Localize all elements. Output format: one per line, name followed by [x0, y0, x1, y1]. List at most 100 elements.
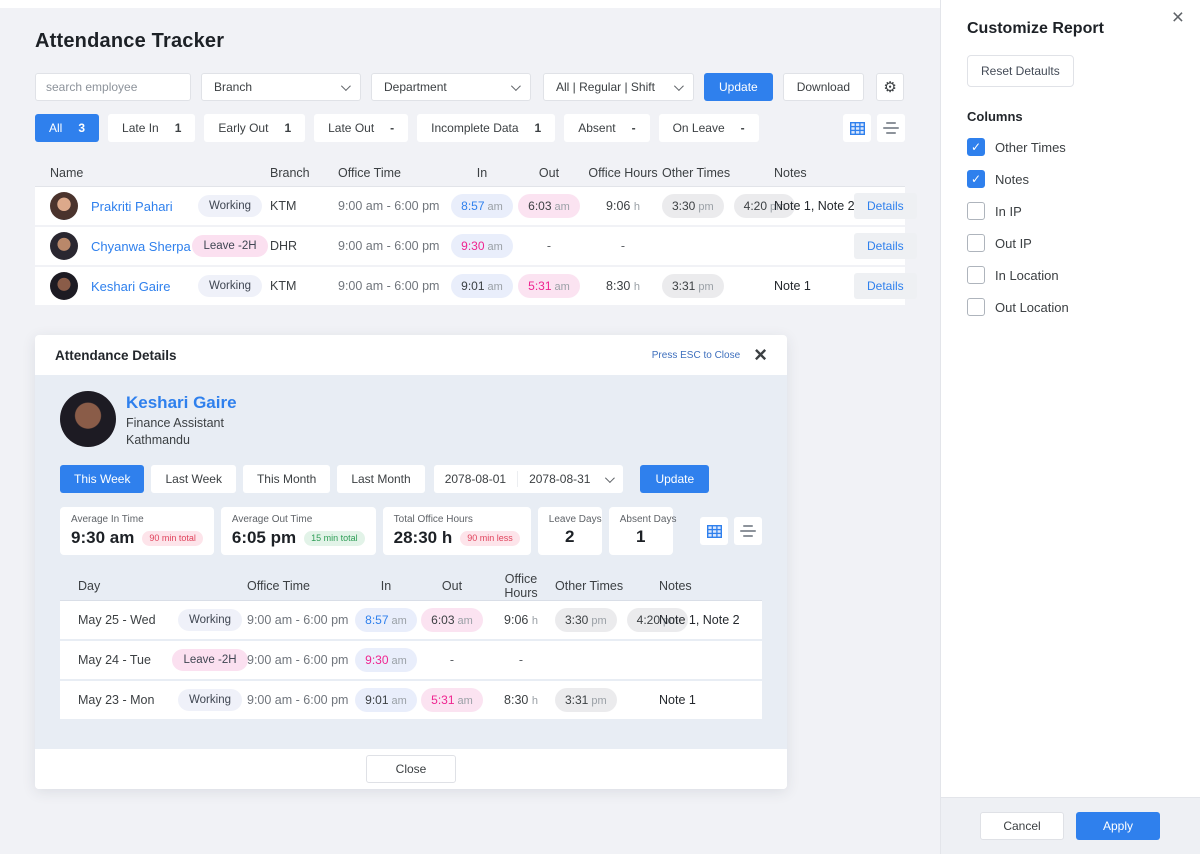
branch-cell: KTM — [270, 279, 297, 293]
table-grid-icon — [849, 121, 865, 135]
office-time-cell: 9:00 am - 6:00 pm — [338, 199, 440, 213]
list-view-button[interactable] — [877, 114, 905, 142]
chevron-down-icon — [673, 80, 684, 91]
status-badge: Working — [198, 275, 262, 297]
range-this-week[interactable]: This Week — [60, 465, 145, 493]
office-hours-cell: 9:06 h — [606, 199, 640, 213]
date-range-row: This Week Last Week This Month Last Mont… — [60, 465, 762, 493]
filter-incomplete-data[interactable]: Incomplete Data 1 — [417, 114, 556, 142]
department-select[interactable]: Department — [371, 73, 531, 101]
office-hours-cell: 9:06 h — [504, 613, 538, 627]
date-from[interactable]: 2078-08-01 — [444, 472, 507, 486]
range-this-month[interactable]: This Month — [242, 465, 331, 493]
in-time-pill: 8:57 am — [355, 608, 417, 632]
status-badge: Working — [178, 609, 242, 631]
details-button[interactable]: Details — [854, 273, 917, 299]
table-row: Keshari Gaire Working KTM 9:00 am - 6:00… — [35, 267, 917, 307]
esc-hint: Press ESC to Close — [651, 349, 741, 361]
checkbox-unchecked-icon[interactable] — [967, 298, 985, 316]
status-badge: Leave -2H — [172, 649, 248, 671]
checkbox-checked-icon[interactable]: ✓ — [967, 138, 985, 156]
other-times-cell: 3:31 pm — [662, 274, 774, 298]
date-to[interactable]: 2078-08-31 — [529, 472, 591, 486]
apply-button[interactable]: Apply — [1076, 812, 1160, 840]
chevron-down-icon — [510, 80, 521, 91]
employee-name-link[interactable]: Chyanwa Sherpa — [91, 238, 191, 254]
details-button[interactable]: Details — [854, 233, 917, 259]
filter-pills: All 3 Late In 1 Early Out 1 Late Out - Incom… — [35, 114, 905, 142]
table-grid-icon — [706, 524, 722, 538]
office-time-cell: 9:00 am - 6:00 pm — [338, 239, 440, 253]
checkbox-in-location[interactable]: In Location — [967, 266, 1174, 284]
status-badge: 90 min total — [142, 530, 203, 546]
in-time-pill: 9:30 am — [355, 648, 417, 672]
gear-button[interactable]: ⚙ — [876, 73, 905, 101]
checkbox-unchecked-icon[interactable] — [967, 202, 985, 220]
filter-on-leave[interactable]: On Leave - — [658, 114, 759, 142]
avatar — [50, 272, 78, 300]
branch-select[interactable]: Branch — [201, 73, 361, 101]
modal-update-button[interactable]: Update — [640, 465, 710, 493]
range-last-week[interactable]: Last Week — [151, 465, 236, 493]
notes-cell: Note 1 — [774, 279, 811, 293]
checkbox-in-ip[interactable]: In IP — [967, 202, 1174, 220]
office-hours-cell: 8:30 h — [504, 693, 538, 707]
close-icon[interactable]: × — [754, 342, 767, 367]
stat-average-out-time: Average Out Time 6:05 pm 15 min total — [220, 507, 376, 555]
checkbox-checked-icon[interactable]: ✓ — [967, 170, 985, 188]
search-input[interactable] — [35, 73, 191, 101]
cancel-button[interactable]: Cancel — [980, 812, 1064, 840]
modal-close-button[interactable]: Close — [365, 755, 457, 783]
avatar — [50, 232, 78, 260]
checkbox-unchecked-icon[interactable] — [967, 234, 985, 252]
filter-early-out[interactable]: Early Out 1 — [204, 114, 306, 142]
chevron-down-icon — [605, 472, 616, 483]
status-badge: 15 min total — [304, 530, 365, 546]
checkbox-other-times[interactable]: ✓ Other Times — [967, 138, 1174, 156]
range-last-month[interactable]: Last Month — [337, 465, 425, 493]
office-time-cell: 9:00 am - 6:00 pm — [338, 279, 440, 293]
reset-defaults-button[interactable]: Reset Detaults — [967, 55, 1074, 87]
employee-name-link[interactable]: Prakriti Pahari — [91, 198, 173, 214]
modal-list-view-button[interactable] — [734, 517, 762, 545]
out-time-pill: 5:31 am — [421, 688, 483, 712]
page-title: Attendance Tracker — [35, 30, 225, 52]
profile-name: Keshari Gaire — [126, 393, 237, 412]
modal-table-row: May 24 - Tue Leave -2H 9:00 am - 6:00 pm… — [60, 641, 762, 681]
filter-absent[interactable]: Absent - — [564, 114, 650, 142]
update-button[interactable]: Update — [704, 73, 773, 101]
table-row: Chyanwa Sherpa Leave -2H DHR 9:00 am - 6… — [35, 227, 917, 267]
date-range-picker[interactable]: 2078-08-01 2078-08-31 — [433, 465, 624, 493]
modal-table-view-button[interactable] — [700, 517, 728, 545]
employee-profile: Keshari Gaire Finance Assistant Kathmand… — [60, 391, 762, 447]
filter-all[interactable]: All 3 — [35, 114, 100, 142]
branch-cell: KTM — [270, 199, 297, 213]
main-area: Attendance Tracker Branch Department All… — [0, 0, 940, 789]
close-icon[interactable]: × — [1171, 6, 1184, 29]
in-time-pill: 9:30 am — [451, 234, 513, 258]
filter-late-out[interactable]: Late Out - — [314, 114, 409, 142]
shift-select[interactable]: All | Regular | Shift — [543, 73, 694, 101]
checkbox-unchecked-icon[interactable] — [967, 266, 985, 284]
checkbox-notes[interactable]: ✓ Notes — [967, 170, 1174, 188]
status-badge: Leave -2H — [192, 235, 268, 257]
out-time-pill: 6:03 am — [421, 608, 483, 632]
download-button[interactable]: Download — [782, 73, 865, 101]
branch-cell: DHR — [270, 239, 298, 253]
status-badge: Working — [178, 689, 242, 711]
stat-leave-days: Leave Days 2 — [537, 507, 602, 555]
table-view-button[interactable] — [843, 114, 871, 142]
day-cell: May 23 - Mon — [78, 693, 155, 707]
checkbox-out-location[interactable]: Out Location — [967, 298, 1174, 316]
list-lines-icon — [740, 525, 756, 537]
details-button[interactable]: Details — [854, 193, 917, 219]
employee-name-link[interactable]: Keshari Gaire — [91, 278, 171, 294]
stats-row: Average In Time 9:30 am 90 min total Aver… — [60, 507, 762, 555]
attendance-details-modal: Attendance Details Press ESC to Close × … — [35, 335, 787, 789]
filter-late-in[interactable]: Late In 1 — [108, 114, 196, 142]
stat-average-in-time: Average In Time 9:30 am 90 min total — [60, 507, 214, 555]
modal-attendance-table: Day Office Time In Out Office Hours Othe… — [60, 571, 762, 721]
out-time-pill: 6:03 am — [518, 194, 580, 218]
checkbox-out-ip[interactable]: Out IP — [967, 234, 1174, 252]
profile-role: Finance Assistant — [126, 416, 224, 430]
